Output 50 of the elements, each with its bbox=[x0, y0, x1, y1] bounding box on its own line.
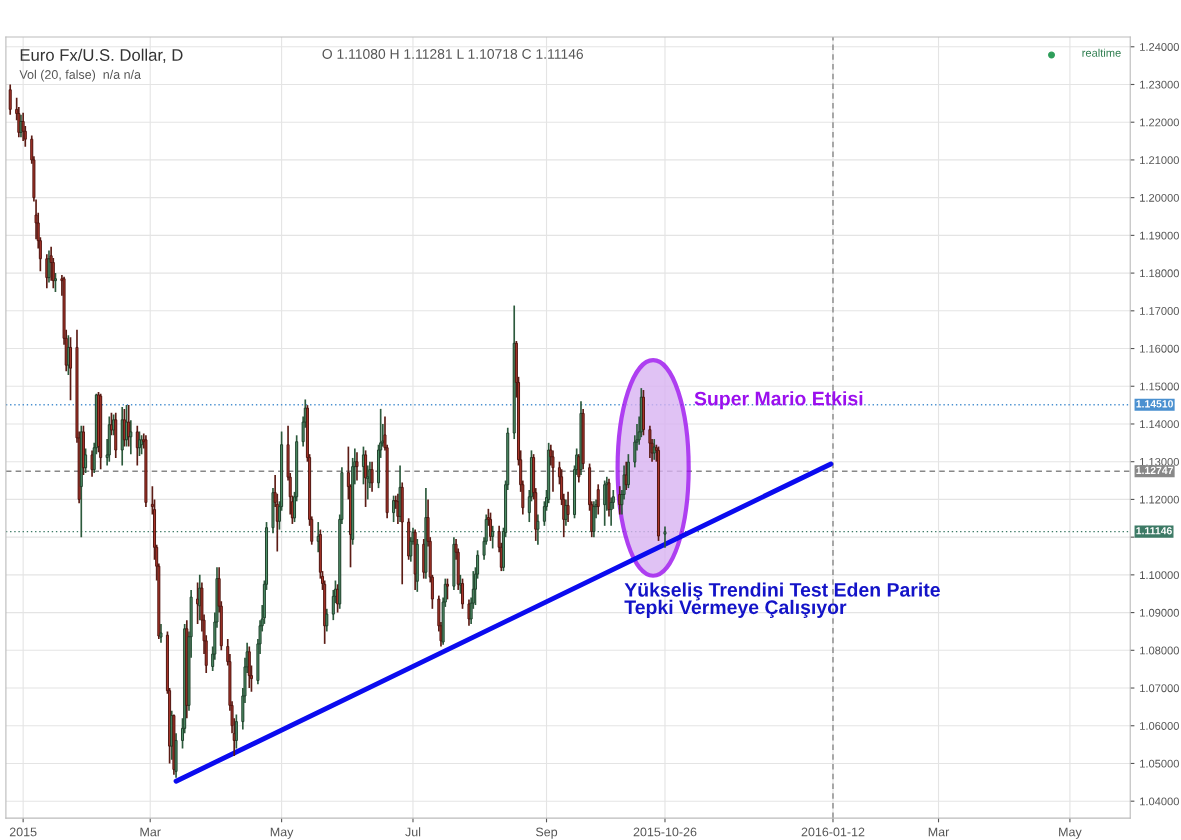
y-tick-label: 1.07000 bbox=[1140, 684, 1179, 693]
candlestick bbox=[648, 425, 652, 459]
y-tick-label: 1.12000 bbox=[1140, 495, 1179, 504]
annotation: O 1.11080 H 1.11281 L 1.10718 C 1.11146 bbox=[322, 49, 584, 59]
y-tick-label: 1.24000 bbox=[1140, 43, 1179, 51]
annotation: Yükseliş Trendini Test Eden Parite Tepki Vermeye Çalışıyor bbox=[624, 582, 940, 618]
candlestick bbox=[129, 419, 133, 455]
annotation: Vol (20, false) n/a n/a bbox=[19, 69, 141, 82]
text: Euro Fx/U.S. Dollar, D bbox=[20, 48, 183, 63]
y-tick-label: 1.04000 bbox=[1140, 797, 1179, 806]
x-tick-label: May bbox=[1059, 827, 1082, 839]
x-tick-label: Mar bbox=[928, 827, 950, 837]
candlestick bbox=[325, 607, 329, 633]
candlestick bbox=[491, 524, 495, 550]
y-tick-label: 1.17000 bbox=[1140, 307, 1179, 315]
candlestick bbox=[536, 513, 540, 546]
candlestick bbox=[551, 449, 555, 493]
x-tick-label: Mar bbox=[140, 827, 161, 837]
y-tick-label: 1.14000 bbox=[1140, 420, 1179, 429]
x-tick-label: Sep bbox=[535, 827, 558, 839]
x-tick-label: 2015-10-26 bbox=[633, 827, 697, 837]
candlestick bbox=[84, 447, 88, 474]
annotation: Super Mario Etkisi bbox=[694, 391, 863, 410]
x-tick-label: Jul bbox=[405, 827, 421, 837]
y-tick-label: 1.22000 bbox=[1140, 118, 1179, 127]
y-tick-label: 1.23000 bbox=[1140, 80, 1179, 89]
x-tick-label: 2015 bbox=[9, 827, 37, 837]
y-tick-label: 1.09000 bbox=[1140, 608, 1179, 617]
y-tick-label: 1.20000 bbox=[1140, 193, 1179, 202]
y-tick-label: 1.16000 bbox=[1140, 344, 1179, 353]
annotation: realtime bbox=[1082, 48, 1121, 57]
candlestick bbox=[461, 577, 465, 610]
x-tick-label: 2016-01-12 bbox=[801, 827, 865, 837]
candlestick bbox=[159, 623, 163, 644]
ref-line-label: 1.12747 bbox=[1136, 466, 1173, 474]
y-tick-label: 1.05000 bbox=[1140, 759, 1179, 768]
y-tick-label: 1.21000 bbox=[1140, 156, 1179, 165]
candlestick bbox=[69, 336, 73, 402]
candlestick bbox=[8, 83, 12, 116]
y-tick-label: 1.08000 bbox=[1140, 646, 1179, 655]
candlestick bbox=[663, 525, 667, 549]
y-tick-label: 1.18000 bbox=[1140, 269, 1179, 278]
y-tick-label: 1.19000 bbox=[1140, 231, 1179, 240]
x-tick-label: May bbox=[270, 827, 294, 839]
y-tick-label: 1.13000 bbox=[1140, 457, 1179, 466]
ref-line-label: 1.14510 bbox=[1136, 400, 1173, 408]
y-tick-label: 1.10000 bbox=[1140, 571, 1179, 579]
y-tick-label: 1.06000 bbox=[1140, 722, 1179, 730]
y-tick-label: 1.15000 bbox=[1140, 382, 1179, 391]
ref-line-label: 1.11146 bbox=[1136, 527, 1172, 535]
